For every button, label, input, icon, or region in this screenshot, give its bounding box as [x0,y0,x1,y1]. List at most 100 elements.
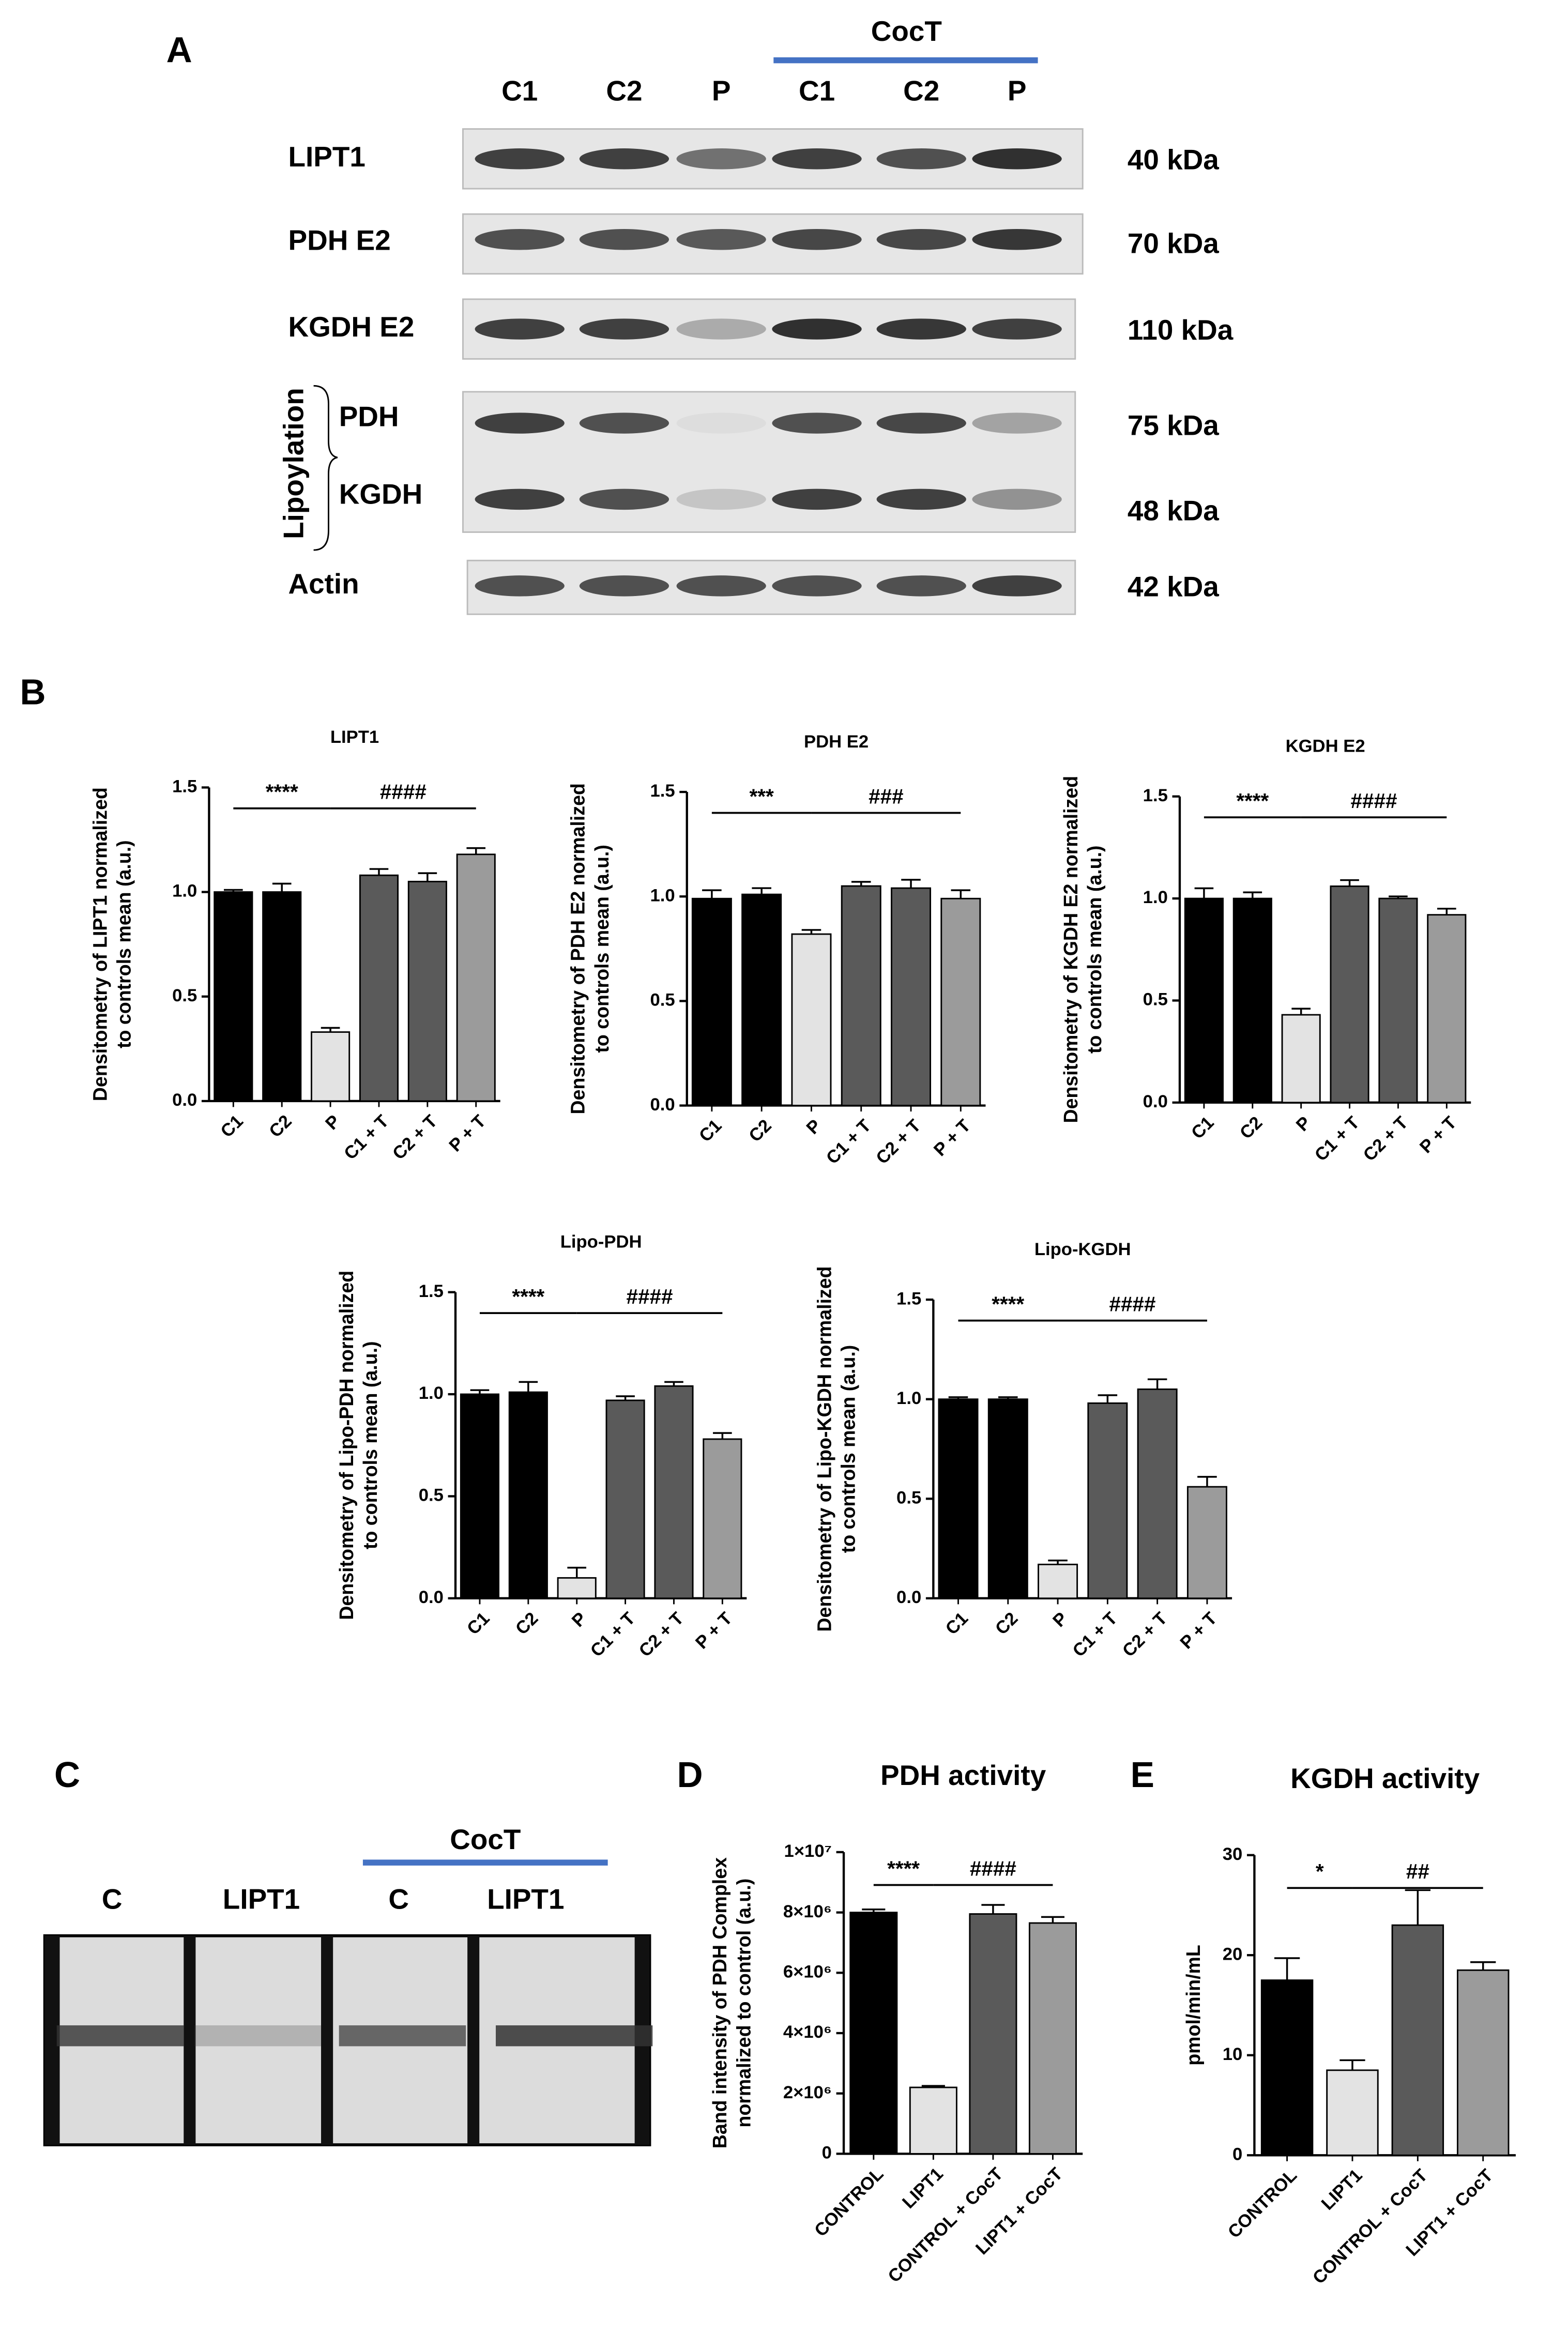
significance-label: **** [1236,789,1269,813]
error-bar [981,1904,1005,1914]
lane-label: C2 [606,75,642,107]
bar [1427,914,1467,1104]
row-label: KGDH [339,478,423,510]
bar [311,1031,351,1102]
bar [456,853,496,1102]
bar [987,1398,1028,1599]
error-bar [1041,1916,1064,1924]
y-axis-label: pmol/min/mL [1182,1945,1204,2066]
bar [849,1912,898,2155]
band [972,318,1062,340]
chart-title: Lipo-PDH [560,1232,642,1252]
y-axis-label: to controls mean (a.u.) [359,1341,381,1549]
bar [407,880,447,1102]
significance-label: #### [380,780,427,804]
error-bar [1437,908,1456,915]
band [876,575,966,597]
gel-band [56,2025,184,2047]
y-tick-label: 0 [1232,2144,1242,2164]
chart-title: PDH E2 [804,732,869,752]
error-bar [470,1389,490,1395]
bar [214,891,253,1102]
bar [1281,1014,1321,1104]
blot [462,391,1076,533]
lane-label: C1 [501,75,538,107]
error-bar [948,1396,968,1399]
error-bar [1098,1394,1118,1403]
error-bar [752,887,771,895]
y-tick-label: 0.0 [419,1588,444,1607]
band [475,575,565,597]
bar [969,1913,1017,2155]
band [876,489,966,510]
bar [1326,2069,1379,2156]
error-bar [1274,1957,1300,1980]
band [676,413,766,434]
bar [841,885,881,1107]
chart-title: Lipo-KGDH [1034,1240,1131,1259]
error-bar [1048,1559,1068,1565]
bar [1087,1402,1128,1599]
band [676,575,766,597]
error-bar [369,868,389,876]
y-tick-label: 1×10⁷ [784,1841,832,1861]
y-axis-label: Densitometry of Lipo-PDH normalized [336,1271,357,1620]
lane-label: LIPT1 [487,1883,564,1915]
band [772,413,862,434]
y-tick-label: 4×10⁶ [783,2022,832,2042]
error-bar [664,1381,683,1386]
size-label: 40 kDa [1128,144,1219,176]
error-bar [224,889,243,892]
y-tick-label: 1.0 [419,1383,444,1403]
error-bar [801,929,821,935]
y-tick-label: 1.5 [1143,786,1168,805]
y-tick-label: 2×10⁶ [783,2083,832,2102]
bar [460,1393,500,1599]
significance-label: #### [970,1856,1016,1880]
y-axis-label: Densitometry of KGDH E2 normalized [1060,776,1082,1123]
band [579,229,669,250]
row-label: Actin [288,568,359,600]
lane-label: C [388,1883,409,1915]
lipoylation-label: Lipoylation [277,388,309,539]
bar [691,897,732,1107]
y-tick-label: 20 [1223,1944,1243,1964]
band [972,413,1062,434]
chart-title: LIPT1 [330,727,379,747]
error-bar [921,2085,945,2088]
error-bar [862,1909,886,1913]
y-tick-label: 0.0 [1143,1092,1168,1111]
y-tick-label: 1.5 [896,1289,921,1308]
y-axis-label: Band intensity of PDH Complex [709,1857,730,2148]
y-tick-label: 0.5 [1143,990,1168,1010]
significance-label: ### [869,784,903,808]
error-bar [616,1395,635,1400]
y-axis-label: normalized to control (a.u.) [733,1879,754,2128]
error-bar [713,1432,732,1439]
lane-label: P [1008,75,1027,107]
bar [791,933,832,1107]
lane-label: C1 [799,75,835,107]
band [772,489,862,510]
band [579,318,669,340]
significance-label: #### [1351,789,1397,813]
band [579,489,669,510]
band [475,229,565,250]
lane-label: P [712,75,731,107]
error-bar [1340,879,1359,887]
significance-label: #### [627,1285,673,1308]
gel-divider [321,1935,333,2145]
error-bar [1291,1008,1311,1015]
chart-title: KGDH E2 [1286,737,1365,756]
band [676,148,766,170]
error-bar [418,872,437,882]
y-tick-label: 1.5 [650,781,675,801]
band [676,318,766,340]
y-axis-label: to controls mean (a.u.) [113,840,135,1048]
significance-label: ## [1406,1859,1429,1883]
y-tick-label: 10 [1223,2044,1243,2064]
y-tick-label: 0.5 [896,1488,921,1507]
size-label: 75 kDa [1128,409,1219,441]
y-tick-label: 0.5 [650,990,675,1010]
